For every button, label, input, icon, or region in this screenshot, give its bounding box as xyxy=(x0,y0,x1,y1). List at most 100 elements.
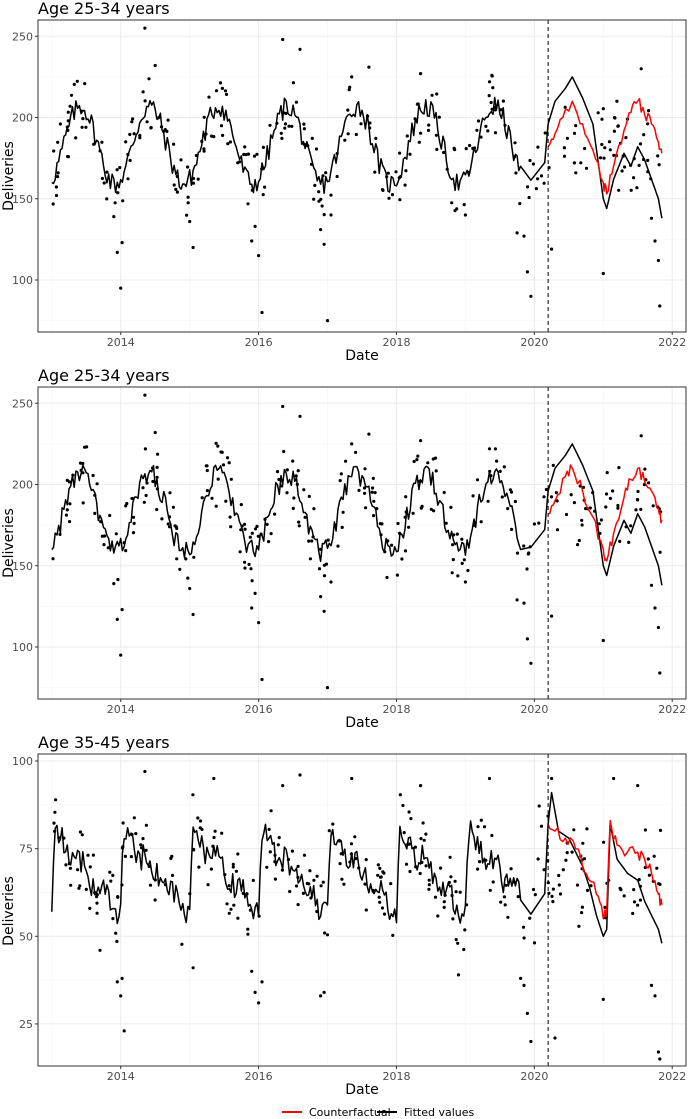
observed-point xyxy=(250,239,254,243)
observed-point xyxy=(144,823,148,827)
observed-point xyxy=(362,486,367,490)
observed-point xyxy=(302,127,306,131)
observed-point xyxy=(115,168,119,172)
observed-point xyxy=(67,480,72,484)
observed-point xyxy=(325,686,330,690)
observed-point xyxy=(513,141,517,145)
observed-point xyxy=(580,905,585,909)
observed-point xyxy=(409,817,413,821)
observed-point xyxy=(364,858,368,862)
observed-point xyxy=(400,557,404,561)
observed-point xyxy=(308,557,312,561)
x-tick-label: 2014 xyxy=(107,1070,135,1083)
observed-point xyxy=(646,158,650,162)
observed-point xyxy=(422,838,426,842)
observed-point xyxy=(148,883,153,887)
observed-point xyxy=(125,501,129,506)
observed-point xyxy=(214,504,218,508)
observed-point xyxy=(599,518,604,522)
fitted-values-line xyxy=(51,76,663,219)
observed-point xyxy=(436,914,440,918)
observed-point xyxy=(340,525,344,530)
observed-point xyxy=(642,133,646,137)
observed-point xyxy=(197,865,201,869)
observed-point xyxy=(322,609,326,613)
observed-point xyxy=(132,132,136,136)
observed-point xyxy=(385,575,389,580)
observed-point xyxy=(387,196,391,200)
observed-point xyxy=(238,550,242,554)
observed-point xyxy=(327,829,331,833)
observed-point xyxy=(322,213,326,217)
observed-point xyxy=(515,231,519,235)
observed-point xyxy=(398,151,402,155)
x-tick-label: 2020 xyxy=(520,336,548,349)
observed-point xyxy=(456,574,460,578)
panel-2-y-label: Deliveries xyxy=(1,508,17,578)
observed-point xyxy=(608,496,613,500)
observed-point xyxy=(451,917,455,921)
observed-point xyxy=(542,868,546,872)
observed-point xyxy=(69,93,74,97)
observed-point xyxy=(263,185,267,189)
observed-point xyxy=(528,916,532,920)
observed-point xyxy=(134,832,138,836)
observed-point xyxy=(68,502,72,506)
observed-point xyxy=(52,821,56,825)
observed-point xyxy=(294,884,299,888)
observed-point xyxy=(229,907,233,911)
observed-point xyxy=(527,551,531,555)
observed-point xyxy=(301,891,305,896)
x-tick-label: 2018 xyxy=(382,1070,410,1083)
observed-point xyxy=(231,862,235,866)
observed-point xyxy=(224,499,228,503)
observed-point xyxy=(95,482,99,486)
panel-2-x-label: Date xyxy=(345,715,378,731)
observed-point xyxy=(210,496,214,500)
observed-point xyxy=(525,637,530,641)
observed-point xyxy=(322,990,326,995)
observed-point xyxy=(192,555,196,559)
observed-point xyxy=(325,933,330,937)
observed-point xyxy=(532,941,537,945)
observed-point xyxy=(580,518,584,522)
observed-point xyxy=(111,873,115,878)
observed-point xyxy=(202,149,206,153)
observed-point xyxy=(124,549,128,553)
observed-point xyxy=(454,890,458,894)
observed-point xyxy=(619,888,623,892)
observed-point xyxy=(551,900,555,904)
observed-point xyxy=(372,499,376,503)
y-tick-label: 75 xyxy=(19,843,33,856)
observed-point xyxy=(130,120,134,124)
observed-point xyxy=(145,120,149,124)
observed-point xyxy=(550,614,554,618)
observed-point xyxy=(336,544,340,548)
observed-point xyxy=(206,883,210,887)
observed-point xyxy=(564,858,568,862)
observed-point xyxy=(66,154,70,159)
legend: Counterfactual Fitted values xyxy=(282,1106,475,1119)
observed-point xyxy=(525,567,529,571)
observed-point xyxy=(115,617,119,622)
observed-point xyxy=(239,503,243,507)
observed-point xyxy=(188,219,192,224)
observed-point xyxy=(200,496,204,500)
observed-point xyxy=(491,880,495,884)
observed-point xyxy=(353,835,357,839)
observed-point xyxy=(580,911,584,915)
observed-point xyxy=(525,1011,530,1016)
observed-point xyxy=(437,115,441,119)
observed-point xyxy=(166,118,170,122)
observed-point xyxy=(624,136,628,140)
observed-point xyxy=(516,895,520,899)
observed-point xyxy=(322,574,327,578)
observed-point xyxy=(88,906,92,911)
observed-point xyxy=(455,207,459,211)
observed-point xyxy=(307,494,311,498)
observed-point xyxy=(581,841,585,845)
observed-point xyxy=(525,270,530,274)
observed-point xyxy=(456,973,461,977)
observed-point xyxy=(658,550,662,554)
observed-point xyxy=(417,140,421,144)
